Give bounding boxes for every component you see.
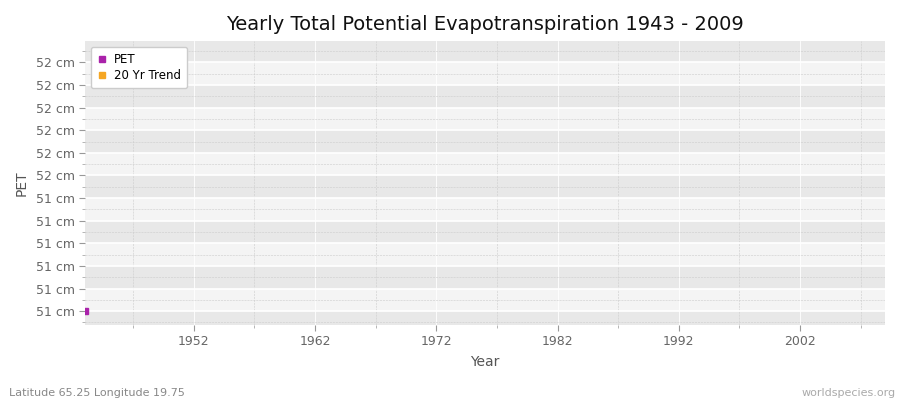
- Y-axis label: PET: PET: [15, 170, 29, 196]
- Bar: [85, 198, 885, 221]
- Title: Yearly Total Potential Evapotranspiration 1943 - 2009: Yearly Total Potential Evapotranspiratio…: [226, 15, 743, 34]
- X-axis label: Year: Year: [470, 355, 500, 369]
- Text: Latitude 65.25 Longitude 19.75: Latitude 65.25 Longitude 19.75: [9, 388, 184, 398]
- Bar: [85, 62, 885, 85]
- Bar: [85, 108, 885, 130]
- Bar: [85, 243, 885, 266]
- Text: worldspecies.org: worldspecies.org: [801, 388, 896, 398]
- Bar: [85, 153, 885, 176]
- Bar: [85, 288, 885, 311]
- Legend: PET, 20 Yr Trend: PET, 20 Yr Trend: [91, 47, 187, 88]
